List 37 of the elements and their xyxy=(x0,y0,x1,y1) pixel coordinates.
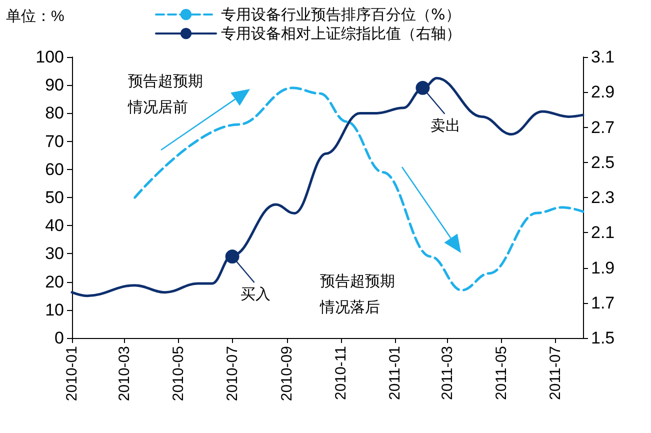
annotation: 卖出 xyxy=(430,116,461,134)
x-tick-label: 2011-05 xyxy=(493,346,510,400)
y2-tick-label: 1.5 xyxy=(591,328,615,348)
x-tick-label: 2011-03 xyxy=(439,346,456,400)
y2-tick-label: 3.1 xyxy=(591,48,615,66)
x-tick-label: 2010-07 xyxy=(224,346,241,402)
annotation: 预告超预期情况居前 xyxy=(127,72,203,116)
x-tick-label: 2011-07 xyxy=(547,346,564,400)
y-tick-label: 50 xyxy=(45,188,64,207)
y-tick-label: 90 xyxy=(45,76,64,95)
y-tick-label: 80 xyxy=(45,104,64,123)
y-tick-label: 20 xyxy=(45,272,64,292)
legend-label: 专用设备相对上证综指比值（右轴） xyxy=(221,24,461,42)
x-tick-label: 2010-09 xyxy=(278,346,296,402)
y2-tick-label: 2.3 xyxy=(591,188,615,207)
y-tick-label: 100 xyxy=(36,48,64,66)
legend-label: 专用设备行业预告排序百分位（%） xyxy=(221,6,460,24)
y2-tick-label: 2.7 xyxy=(591,118,615,137)
y-tick-label: 70 xyxy=(45,132,64,151)
y2-tick-label: 1.7 xyxy=(591,293,615,312)
x-tick-label: 2010-11 xyxy=(332,346,350,400)
y2-tick-label: 1.9 xyxy=(591,258,615,278)
annotation: 买入 xyxy=(240,285,270,304)
y-tick-label: 10 xyxy=(45,300,64,320)
y2-tick-label: 2.5 xyxy=(591,152,615,172)
y-tick-label: 0 xyxy=(54,328,64,348)
x-tick-label: 2010-05 xyxy=(170,346,187,402)
y2-tick-label: 2.1 xyxy=(591,223,615,242)
y-tick-label: 60 xyxy=(45,160,64,179)
annotation: 预告超预期情况落后 xyxy=(319,272,395,316)
x-tick-label: 2010-03 xyxy=(116,346,133,402)
y-tick-label: 30 xyxy=(45,244,64,264)
y-axis-title: 单位：% xyxy=(6,8,64,25)
y2-tick-label: 2.9 xyxy=(591,82,615,102)
x-tick-label: 2010-01 xyxy=(64,346,80,402)
y-tick-label: 40 xyxy=(45,216,64,236)
x-tick-label: 2011-01 xyxy=(386,346,404,400)
